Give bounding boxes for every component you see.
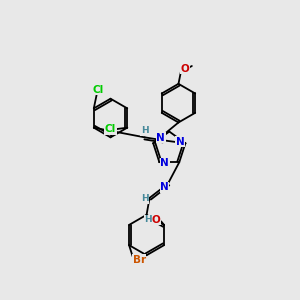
Text: H: H bbox=[144, 215, 152, 224]
Text: Cl: Cl bbox=[105, 124, 116, 134]
Text: N: N bbox=[156, 133, 165, 143]
Text: N: N bbox=[160, 182, 169, 192]
Text: N: N bbox=[160, 158, 169, 168]
Text: O: O bbox=[152, 215, 160, 225]
Text: Br: Br bbox=[133, 255, 146, 265]
Text: N: N bbox=[176, 137, 184, 147]
Text: O: O bbox=[181, 64, 190, 74]
Text: Cl: Cl bbox=[92, 85, 103, 95]
Text: H: H bbox=[141, 194, 149, 203]
Text: H: H bbox=[141, 126, 148, 135]
